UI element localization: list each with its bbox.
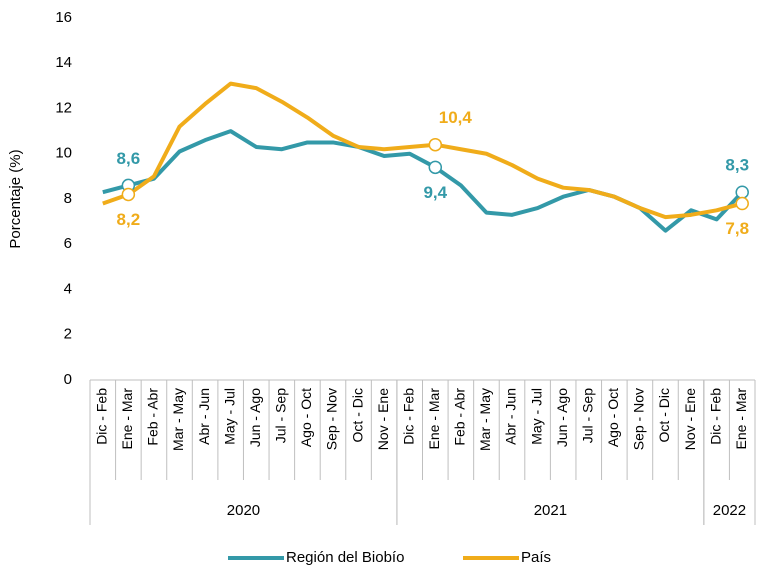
data-label: 9,4 — [423, 183, 447, 202]
y-axis-label: Porcentaje (%) — [7, 149, 24, 248]
group-label: 2022 — [713, 502, 746, 519]
x-tick-label: Feb - Abr — [452, 388, 468, 446]
data-label: 7,8 — [725, 219, 749, 238]
x-tick-label: Dic - Feb — [707, 388, 723, 445]
x-tick-label: Oct - Dic — [349, 388, 365, 442]
series-line — [102, 81, 743, 220]
x-tick-label: Jul - Sep — [273, 388, 289, 443]
y-tick-label: 0 — [64, 371, 72, 388]
group-label: 2020 — [227, 502, 260, 519]
legend-label: Región del Biobío — [286, 549, 404, 566]
x-tick-label: Dic - Feb — [400, 388, 416, 445]
data-label: 10,4 — [439, 108, 473, 127]
y-tick-label: 10 — [55, 145, 72, 162]
x-tick-label: Ene - Mar — [733, 388, 749, 450]
y-tick-label: 12 — [55, 99, 72, 116]
data-label: 8,2 — [117, 210, 141, 229]
y-tick-label: 8 — [64, 190, 72, 207]
x-tick-label: Abr - Jun — [503, 388, 519, 445]
x-tick-label: Jun - Ago — [247, 388, 263, 447]
point-marker — [735, 196, 749, 211]
y-tick-label: 2 — [64, 326, 72, 343]
x-tick-label: Nov - Ene — [375, 388, 391, 450]
x-tick-label: Ago - Oct — [605, 388, 621, 447]
y-tick-label: 14 — [55, 54, 72, 71]
x-tick-label: Abr - Jun — [196, 388, 212, 445]
x-tick-label: Nov - Ene — [682, 388, 698, 450]
x-tick-label: Mar - May — [170, 388, 186, 451]
x-tick-label: Ago - Oct — [298, 388, 314, 447]
x-tick-label: Ene - Mar — [119, 388, 135, 450]
point-marker — [121, 187, 136, 202]
x-tick-label: Sep - Nov — [631, 388, 647, 450]
y-tick-label: 4 — [64, 280, 72, 297]
x-tick-label: Ene - Mar — [426, 388, 442, 450]
x-tick-label: Oct - Dic — [656, 388, 672, 442]
x-tick-label: May - Jul — [528, 388, 544, 445]
data-label: 8,6 — [117, 149, 141, 168]
x-tick-label: Jun - Ago — [554, 388, 570, 447]
point-marker — [735, 185, 749, 199]
data-label: 8,3 — [725, 156, 749, 175]
legend-label: País — [521, 549, 551, 566]
point-marker — [428, 137, 443, 152]
x-tick-label: Jul - Sep — [579, 388, 595, 443]
point-marker — [428, 160, 443, 175]
x-tick-label: May - Jul — [221, 388, 237, 445]
x-tick-label: Feb - Abr — [145, 388, 161, 446]
x-tick-label: Sep - Nov — [324, 388, 340, 450]
y-tick-label: 16 — [55, 9, 72, 26]
x-tick-label: Dic - Feb — [93, 388, 109, 445]
group-label: 2021 — [534, 502, 567, 519]
x-tick-label: Mar - May — [477, 388, 493, 451]
y-tick-label: 6 — [64, 235, 72, 252]
